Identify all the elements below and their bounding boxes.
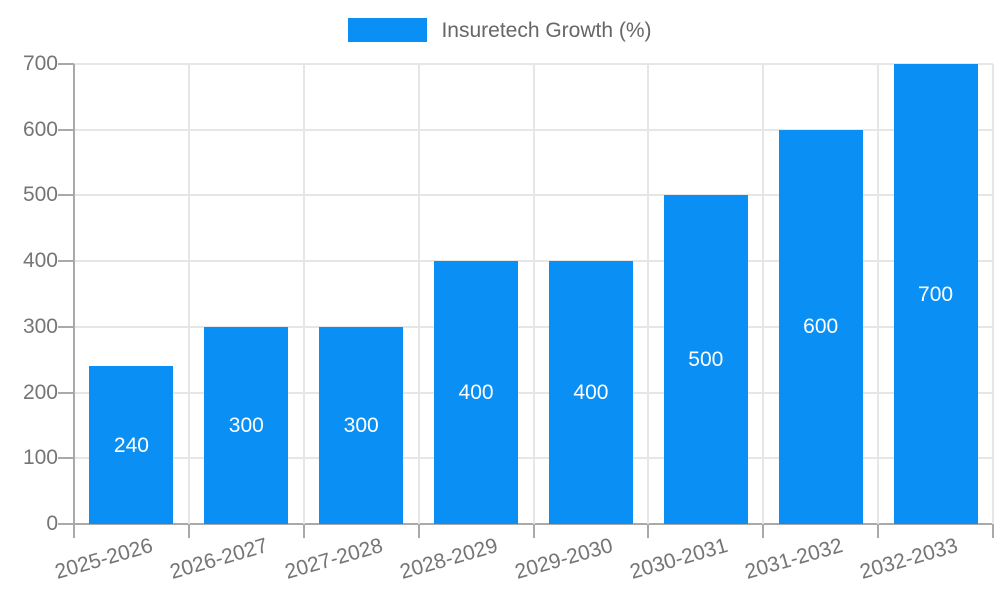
y-axis-tick: [58, 194, 74, 197]
x-axis-tick: [532, 524, 535, 538]
y-axis-tick-label: 400: [22, 249, 58, 273]
gridline-v: [647, 64, 650, 524]
gridline-v: [302, 64, 305, 524]
x-axis-tick: [187, 524, 190, 538]
y-axis-tick: [58, 325, 74, 328]
bar: 400: [548, 261, 633, 524]
y-axis-tick: [58, 260, 74, 263]
bar: 400: [434, 261, 519, 524]
y-axis-tick-label: 300: [22, 314, 58, 338]
y-axis-tick: [58, 63, 74, 65]
bar-value-label: 400: [573, 381, 609, 405]
bar-value-label: 400: [458, 381, 494, 405]
y-axis-tick-label: 500: [22, 183, 58, 207]
gridline-v: [417, 64, 420, 524]
y-axis-tick-label: 0: [46, 512, 58, 535]
y-axis-tick-label: 700: [22, 52, 58, 75]
bar: 300: [319, 326, 404, 524]
bar: 240: [89, 366, 174, 524]
bar-value-label: 700: [918, 282, 954, 306]
bar: 500: [663, 195, 748, 524]
chart-legend: Insuretech Growth (%): [0, 18, 1000, 42]
y-axis-tick: [58, 523, 74, 525]
y-axis-tick-label: 600: [22, 117, 58, 141]
legend-label: Insuretech Growth (%): [441, 18, 652, 42]
y-axis-tick: [58, 128, 74, 131]
y-axis-line: [73, 64, 75, 538]
bar-value-label: 300: [228, 413, 264, 437]
bar-value-label: 500: [688, 348, 724, 372]
bar: 600: [778, 129, 863, 524]
x-axis-tick: [762, 524, 765, 538]
bar: 300: [204, 326, 289, 524]
x-axis-tick: [647, 524, 650, 538]
gridline-v: [762, 64, 765, 524]
y-axis-tick: [58, 457, 74, 460]
x-axis-tick: [73, 524, 75, 538]
y-axis-tick-label: 100: [22, 446, 58, 470]
legend-swatch: [348, 18, 428, 42]
x-axis-tick: [877, 524, 880, 538]
gridline-v: [187, 64, 190, 524]
legend-item[interactable]: Insuretech Growth (%): [348, 18, 652, 42]
y-axis-tick-label: 200: [22, 380, 58, 404]
gridline-v: [532, 64, 535, 524]
bar-value-label: 600: [803, 315, 839, 339]
x-axis-tick: [992, 524, 994, 538]
bar-value-label: 300: [343, 413, 379, 437]
gridline-v: [877, 64, 880, 524]
x-axis-tick: [417, 524, 420, 538]
y-axis-tick: [58, 391, 74, 394]
x-axis-tick: [302, 524, 305, 538]
bar-value-label: 240: [113, 433, 149, 457]
bar: 700: [893, 64, 978, 524]
gridline-v: [992, 64, 994, 524]
